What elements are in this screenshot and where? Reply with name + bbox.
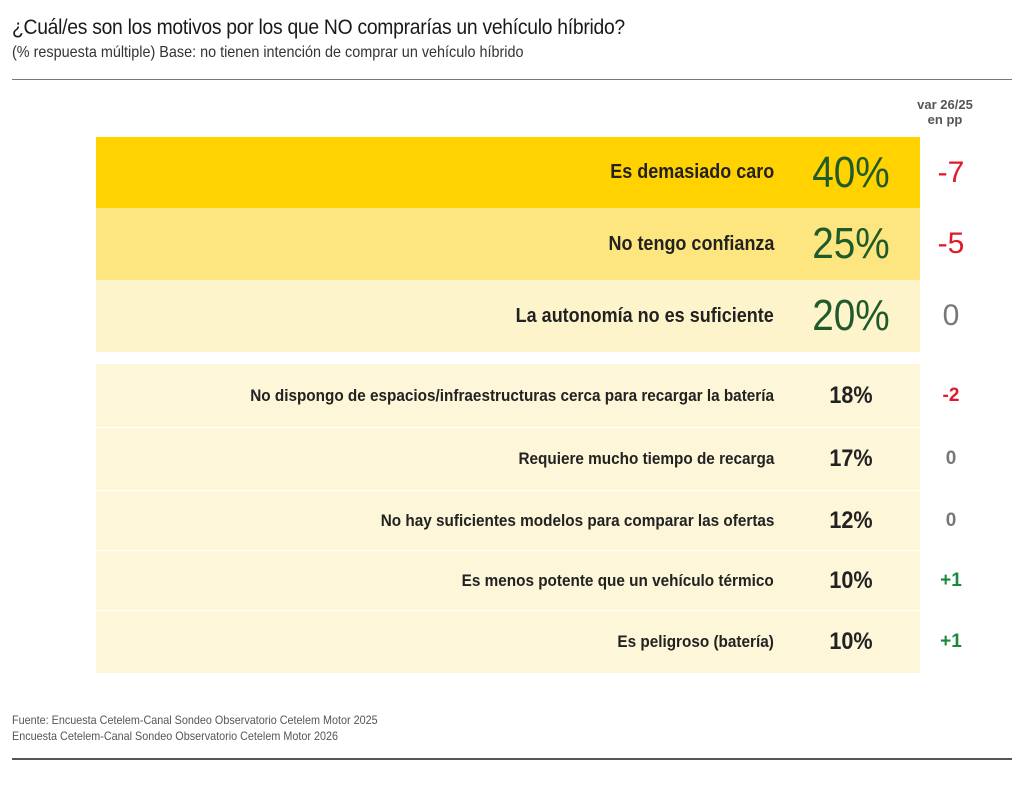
source-line-2: Encuesta Cetelem-Canal Sondeo Observator… [12, 729, 338, 743]
row-band [96, 364, 920, 427]
row-label: Es menos potente que un vehículo térmico [461, 570, 774, 590]
row-variation-label: +1 [940, 631, 962, 652]
row-value-label: 10% [829, 566, 873, 594]
row-label: Requiere mucho tiempo de recarga [518, 449, 774, 468]
var-header-line1: var 26/25 [917, 97, 973, 112]
row-band [96, 137, 920, 208]
row-band [96, 208, 920, 280]
row-variation-label: +1 [940, 569, 962, 591]
row-variation-label: -7 [937, 155, 965, 189]
top-divider [12, 79, 1012, 80]
table-row: Es demasiado caro 40% [96, 137, 920, 208]
var-header-line2: en pp [927, 112, 963, 127]
row-value-label: 17% [829, 445, 873, 472]
row-value-label: 40% [812, 147, 890, 197]
table-row: No dispongo de espacios/infraestructuras… [96, 364, 920, 427]
row-value-label: 12% [829, 506, 873, 534]
row-variation-label: 0 [942, 299, 960, 332]
var-column-header: var 26/25 en pp [905, 97, 985, 127]
row-label: No tengo confianza [607, 232, 774, 255]
row-variation-label: -2 [942, 384, 960, 406]
table-row: No hay suficientes modelos para comparar… [96, 491, 920, 550]
row-label: Es peligroso (batería) [617, 632, 774, 651]
row-value-label: 18% [829, 381, 873, 409]
table-row: Es menos potente que un vehículo térmico… [96, 551, 920, 610]
row-value-label: 10% [829, 628, 873, 655]
row-band [96, 491, 920, 550]
row-band [96, 611, 920, 673]
table-row: No tengo confianza 25% [96, 208, 920, 280]
row-label: No dispongo de espacios/infraestructuras… [250, 385, 774, 405]
row-value-label: 20% [812, 291, 890, 340]
row-value-label: 25% [812, 219, 890, 268]
source-note: Fuente: Encuesta Cetelem-Canal Sondeo Ob… [12, 712, 378, 744]
row-band [96, 551, 920, 610]
row-label: No hay suficientes modelos para comparar… [380, 510, 774, 530]
row-variation-label: -5 [937, 227, 965, 260]
table-row: Es peligroso (batería) 10% [96, 611, 920, 673]
row-label: La autonomía no es suficiente [515, 304, 774, 327]
table-row: La autonomía no es suficiente 20% [96, 280, 920, 352]
table-row: Requiere mucho tiempo de recarga 17% [96, 428, 920, 490]
row-band [96, 280, 920, 352]
source-line-1: Fuente: Encuesta Cetelem-Canal Sondeo Ob… [12, 713, 378, 727]
row-label: Es demasiado caro [609, 161, 774, 183]
row-variation-label: 0 [945, 448, 957, 469]
chart-title: ¿Cuál/es son los motivos por los que NO … [12, 16, 625, 39]
row-band [96, 428, 920, 490]
bottom-divider [12, 758, 1012, 760]
row-variation-label: 0 [945, 509, 957, 531]
chart-subtitle: (% respuesta múltiple) Base: no tienen i… [12, 44, 524, 61]
